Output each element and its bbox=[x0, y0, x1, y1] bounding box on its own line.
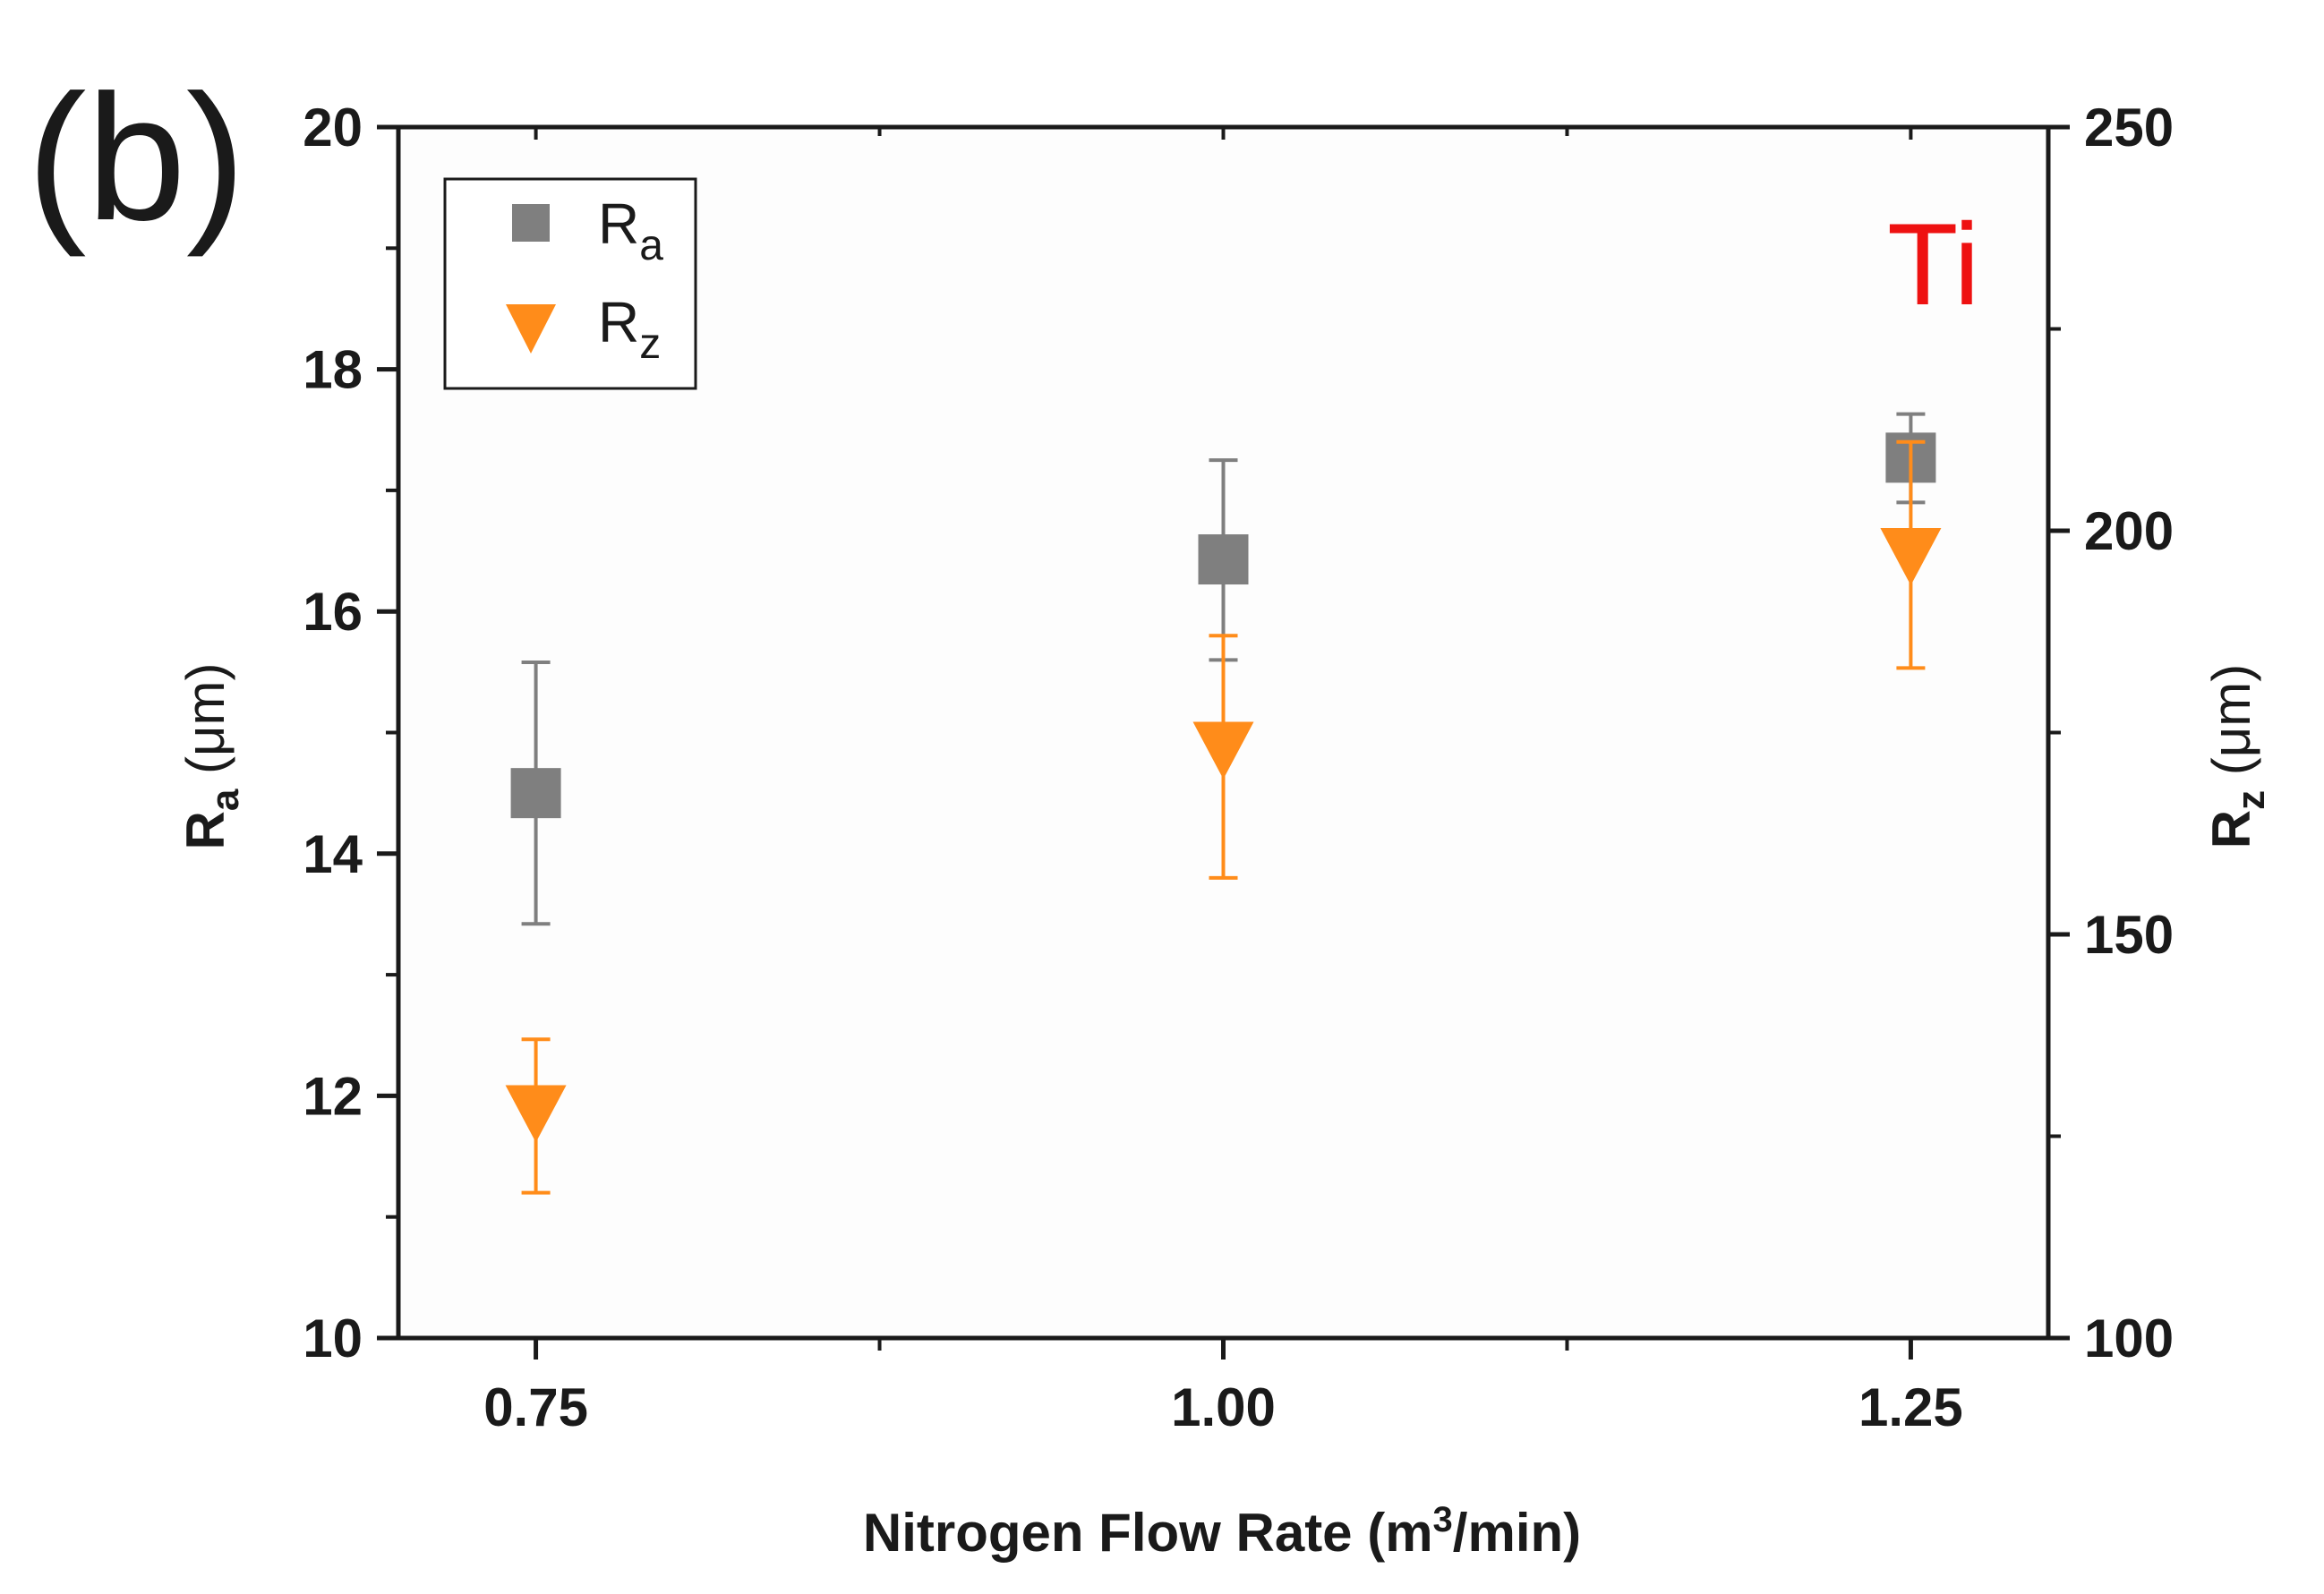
rz-point bbox=[505, 1085, 567, 1143]
y-left-tick-label: 18 bbox=[303, 340, 363, 400]
legend-rz-label: Rz bbox=[598, 290, 661, 368]
annotation-ti: Ti bbox=[1887, 199, 1979, 329]
y-left-tick-label: 14 bbox=[303, 824, 363, 884]
y-left-tick-label: 12 bbox=[303, 1066, 363, 1126]
legend-box bbox=[443, 177, 697, 390]
y-right-tick-label: 100 bbox=[2084, 1308, 2174, 1368]
ra-point bbox=[1198, 534, 1249, 585]
x-tick-label: 0.75 bbox=[483, 1377, 588, 1437]
y-right-axis-title: Rz (μm) bbox=[2201, 664, 2273, 849]
y-left-axis-title: Ra (μm) bbox=[175, 662, 247, 849]
y-right-tick-label: 200 bbox=[2084, 501, 2174, 561]
y-left-tick-label: 16 bbox=[303, 582, 363, 642]
y-left-tick-label: 20 bbox=[303, 98, 363, 158]
y-left-tick-label: 10 bbox=[303, 1308, 363, 1368]
x-tick-label: 1.00 bbox=[1171, 1377, 1276, 1437]
ra-point bbox=[510, 768, 561, 819]
legend-ra-label: Ra bbox=[598, 192, 663, 269]
x-axis-title: Nitrogen Flow Rate (m3/min) bbox=[863, 1500, 1581, 1563]
y-right-tick-label: 250 bbox=[2084, 98, 2174, 158]
legend-rz-marker bbox=[506, 304, 556, 354]
legend: Ra Rz bbox=[443, 177, 697, 390]
y-right-tick-label: 150 bbox=[2084, 905, 2174, 965]
rz-point bbox=[1880, 528, 1942, 586]
rz-point bbox=[1192, 721, 1254, 780]
legend-ra-marker bbox=[512, 204, 550, 242]
x-tick-label: 1.25 bbox=[1858, 1377, 1963, 1437]
panel-label: (b) bbox=[27, 58, 245, 258]
